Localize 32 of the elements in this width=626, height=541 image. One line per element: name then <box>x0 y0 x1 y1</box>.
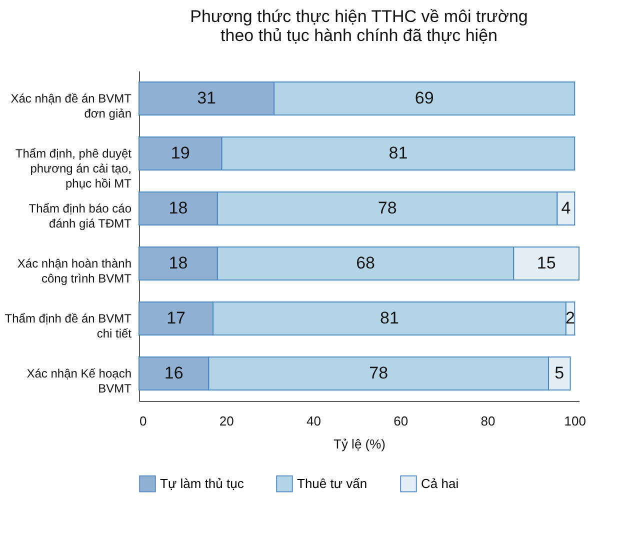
chart-title: Phương thức thực hiện TTHC về môi trường theo thủ tục hành chính đã thực hiện <box>190 7 528 45</box>
data-label: 69 <box>414 88 434 108</box>
data-label: 81 <box>388 144 408 162</box>
legend-label: Tự làm thủ tục <box>160 476 244 491</box>
data-label: 78 <box>369 364 388 382</box>
data-label: 68 <box>356 254 375 272</box>
x-tick-label: 40 <box>306 414 321 428</box>
data-label: 17 <box>166 308 186 328</box>
y-tick-label: Thẩm định báo cáo đánh giá TĐMT <box>28 202 132 230</box>
y-tick-label: Xác nhận Kế hoạch BVMT <box>26 366 132 396</box>
data-label: 15 <box>536 254 556 272</box>
data-label: 81 <box>380 308 399 328</box>
data-label: 4 <box>561 198 571 218</box>
legend-label: Thuê tư vấn <box>297 476 368 491</box>
y-tick-label: Thẩm định, phê duyệt phương án cải tạo, phục hồi MT <box>15 146 132 190</box>
data-label: 31 <box>197 88 216 108</box>
x-tick-label: 100 <box>564 414 586 428</box>
x-tick-label: 80 <box>480 414 496 428</box>
y-tick-label: Xác nhận đề án BVMT đơn giản <box>10 92 132 120</box>
data-label: 78 <box>378 198 397 218</box>
x-axis-title: Tỷ lệ (%) <box>334 436 386 452</box>
y-tick-label: Thẩm định đề án BVMT chi tiết <box>4 312 132 340</box>
data-label: 5 <box>554 364 564 382</box>
x-tick-label: 20 <box>219 414 234 428</box>
data-label: 18 <box>168 198 188 218</box>
data-label: 16 <box>164 364 184 382</box>
y-tick-label: Xác nhận hoàn thành công trình BVMT <box>17 256 132 286</box>
data-label: 19 <box>170 144 190 162</box>
x-tick-label: 60 <box>394 414 408 428</box>
data-label: 18 <box>168 254 188 272</box>
x-tick-label: 0 <box>140 414 147 428</box>
legend-label: Cả hai <box>421 476 459 491</box>
